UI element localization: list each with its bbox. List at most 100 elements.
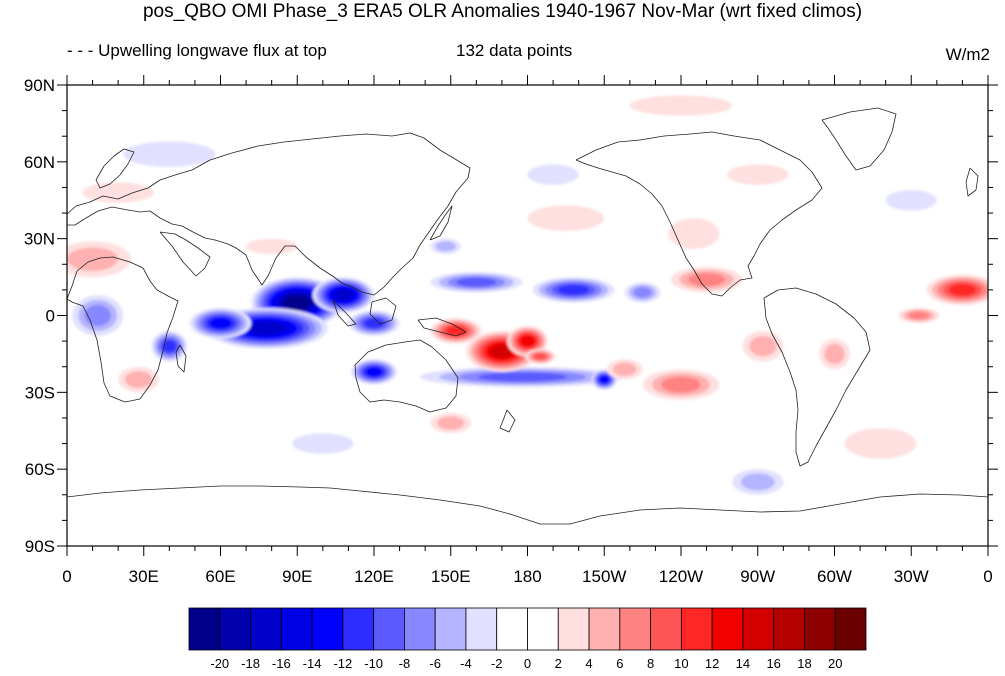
colorbar-label: -16 (272, 656, 291, 671)
coastline-uk (965, 167, 979, 197)
colorbar-label: 8 (647, 656, 654, 671)
colorbar: -20 -18 -16 -14 -12 -10 -8 -6 -4 -2 0 2 4 6 8 10 12 14 16 1… (188, 607, 867, 671)
colorbar-swatch (496, 607, 528, 651)
colorbar-label: 4 (585, 656, 592, 671)
anomaly-contour-17 (533, 353, 547, 360)
anomaly-contour-1 (248, 322, 285, 335)
axis-ticks (57, 75, 998, 556)
colorbar-label: -14 (303, 656, 322, 671)
coastline-south-america (763, 287, 871, 467)
x-tick-label: 90W (740, 567, 775, 586)
x-tick-label: 0 (983, 567, 992, 586)
data-points-count: 132 data points (456, 41, 573, 60)
colorbar-swatch (404, 607, 436, 651)
anomaly-contour-8 (633, 287, 652, 298)
colorbar-label: -6 (429, 656, 441, 671)
colorbar-label: 6 (616, 656, 623, 671)
colorbar-swatch (250, 607, 282, 651)
colorbar-swatch (373, 607, 405, 651)
anomaly-contour-37 (740, 473, 775, 491)
coastline-antarctica (67, 485, 988, 525)
x-tick-label: 180 (513, 567, 541, 586)
coastline-new-guinea (417, 317, 467, 337)
y-tick-label: 90N (24, 76, 55, 95)
colorbar-swatch (619, 607, 651, 651)
colorbar-swatch (280, 607, 313, 651)
anomaly-contour-12 (84, 304, 111, 327)
y-tick-label: 0 (46, 307, 55, 326)
anomaly-contour-29 (629, 95, 733, 116)
colorbar-swatch (834, 607, 867, 651)
coastline-arabia (159, 231, 211, 277)
coastline-madagascar (175, 344, 187, 373)
anomaly-contour-22 (688, 273, 726, 287)
anomaly-contour-7 (557, 284, 590, 295)
anomaly-contour-38 (885, 190, 937, 211)
y-tick-label: 30S (25, 383, 55, 402)
colorbar-label: -8 (399, 656, 411, 671)
anomaly-contour-30 (527, 205, 605, 231)
colorbar-label: 18 (797, 656, 811, 671)
anomaly-contour-14 (490, 344, 514, 358)
colorbar-swatch (527, 607, 559, 651)
colorbar-label: -10 (364, 656, 383, 671)
coastline-borneo (369, 297, 397, 325)
y-tick-label: 30N (24, 230, 55, 249)
x-tick-label: 0 (62, 567, 71, 586)
colorbar-label: -18 (241, 656, 260, 671)
colorbar-swatch (650, 607, 682, 651)
anomaly-contour-34 (437, 416, 465, 430)
anomaly-contour-9 (366, 367, 382, 377)
anomaly-contour-36 (527, 164, 579, 185)
colorbar-swatch (311, 607, 344, 651)
coastline-sumatra (332, 299, 357, 327)
coastlines (67, 107, 988, 525)
anomaly-contour-23 (749, 336, 777, 357)
colorbar-label: -20 (210, 656, 229, 671)
anomaly-contour-39 (123, 141, 216, 167)
anomaly-contour-33 (727, 164, 789, 185)
coastline-greenland (821, 107, 897, 171)
colorbar-label: 16 (766, 656, 780, 671)
colorbar-label: 20 (828, 656, 842, 671)
coastline-eurasia (67, 132, 471, 296)
anomaly-contour-4 (364, 318, 384, 329)
x-tick-label: 90E (282, 567, 312, 586)
anomaly-contour-10 (478, 372, 567, 382)
x-tick-label: 60E (205, 567, 235, 586)
anomaly-contour-35 (292, 433, 354, 454)
x-tick-label: 150W (582, 567, 626, 586)
anomaly-contour-0 (284, 295, 310, 310)
coastline-new-zealand (499, 409, 516, 433)
anomaly-contour-25 (67, 247, 118, 271)
anomaly-contour-32 (844, 428, 917, 459)
colorbar-swatch (465, 607, 498, 651)
colorbar-swatch (588, 607, 621, 651)
anomaly-contour-27 (246, 238, 298, 255)
colorbar-label: 14 (736, 656, 750, 671)
anomaly-contour-26 (125, 371, 153, 388)
colorbar-swatch (742, 607, 775, 651)
x-tick-label: 30E (129, 567, 159, 586)
anomaly-contour-13 (435, 241, 456, 252)
units-label: W/m2 (945, 45, 990, 64)
y-tick-label: 60N (24, 153, 55, 172)
anomaly-contour-31 (82, 182, 154, 203)
anomaly-contour-15 (446, 325, 466, 336)
anomaly-contour-16 (520, 335, 535, 347)
colorbar-label: -12 (333, 656, 352, 671)
colorbar-swatch (188, 607, 221, 651)
colorbar-swatch (557, 607, 590, 651)
coastline-japan (429, 205, 453, 241)
x-tick-label: 120E (354, 567, 394, 586)
coastline-australia (354, 339, 459, 413)
colorbar-label: -4 (460, 656, 472, 671)
anomaly-contour-2 (334, 289, 353, 301)
x-tick-label: 120W (659, 567, 703, 586)
anomaly-contour-24 (824, 343, 845, 365)
colorbar-label: 0 (524, 656, 531, 671)
x-tick-label: 30W (894, 567, 929, 586)
x-tick-label: 60W (817, 567, 852, 586)
anomaly-contour-6 (456, 277, 497, 287)
